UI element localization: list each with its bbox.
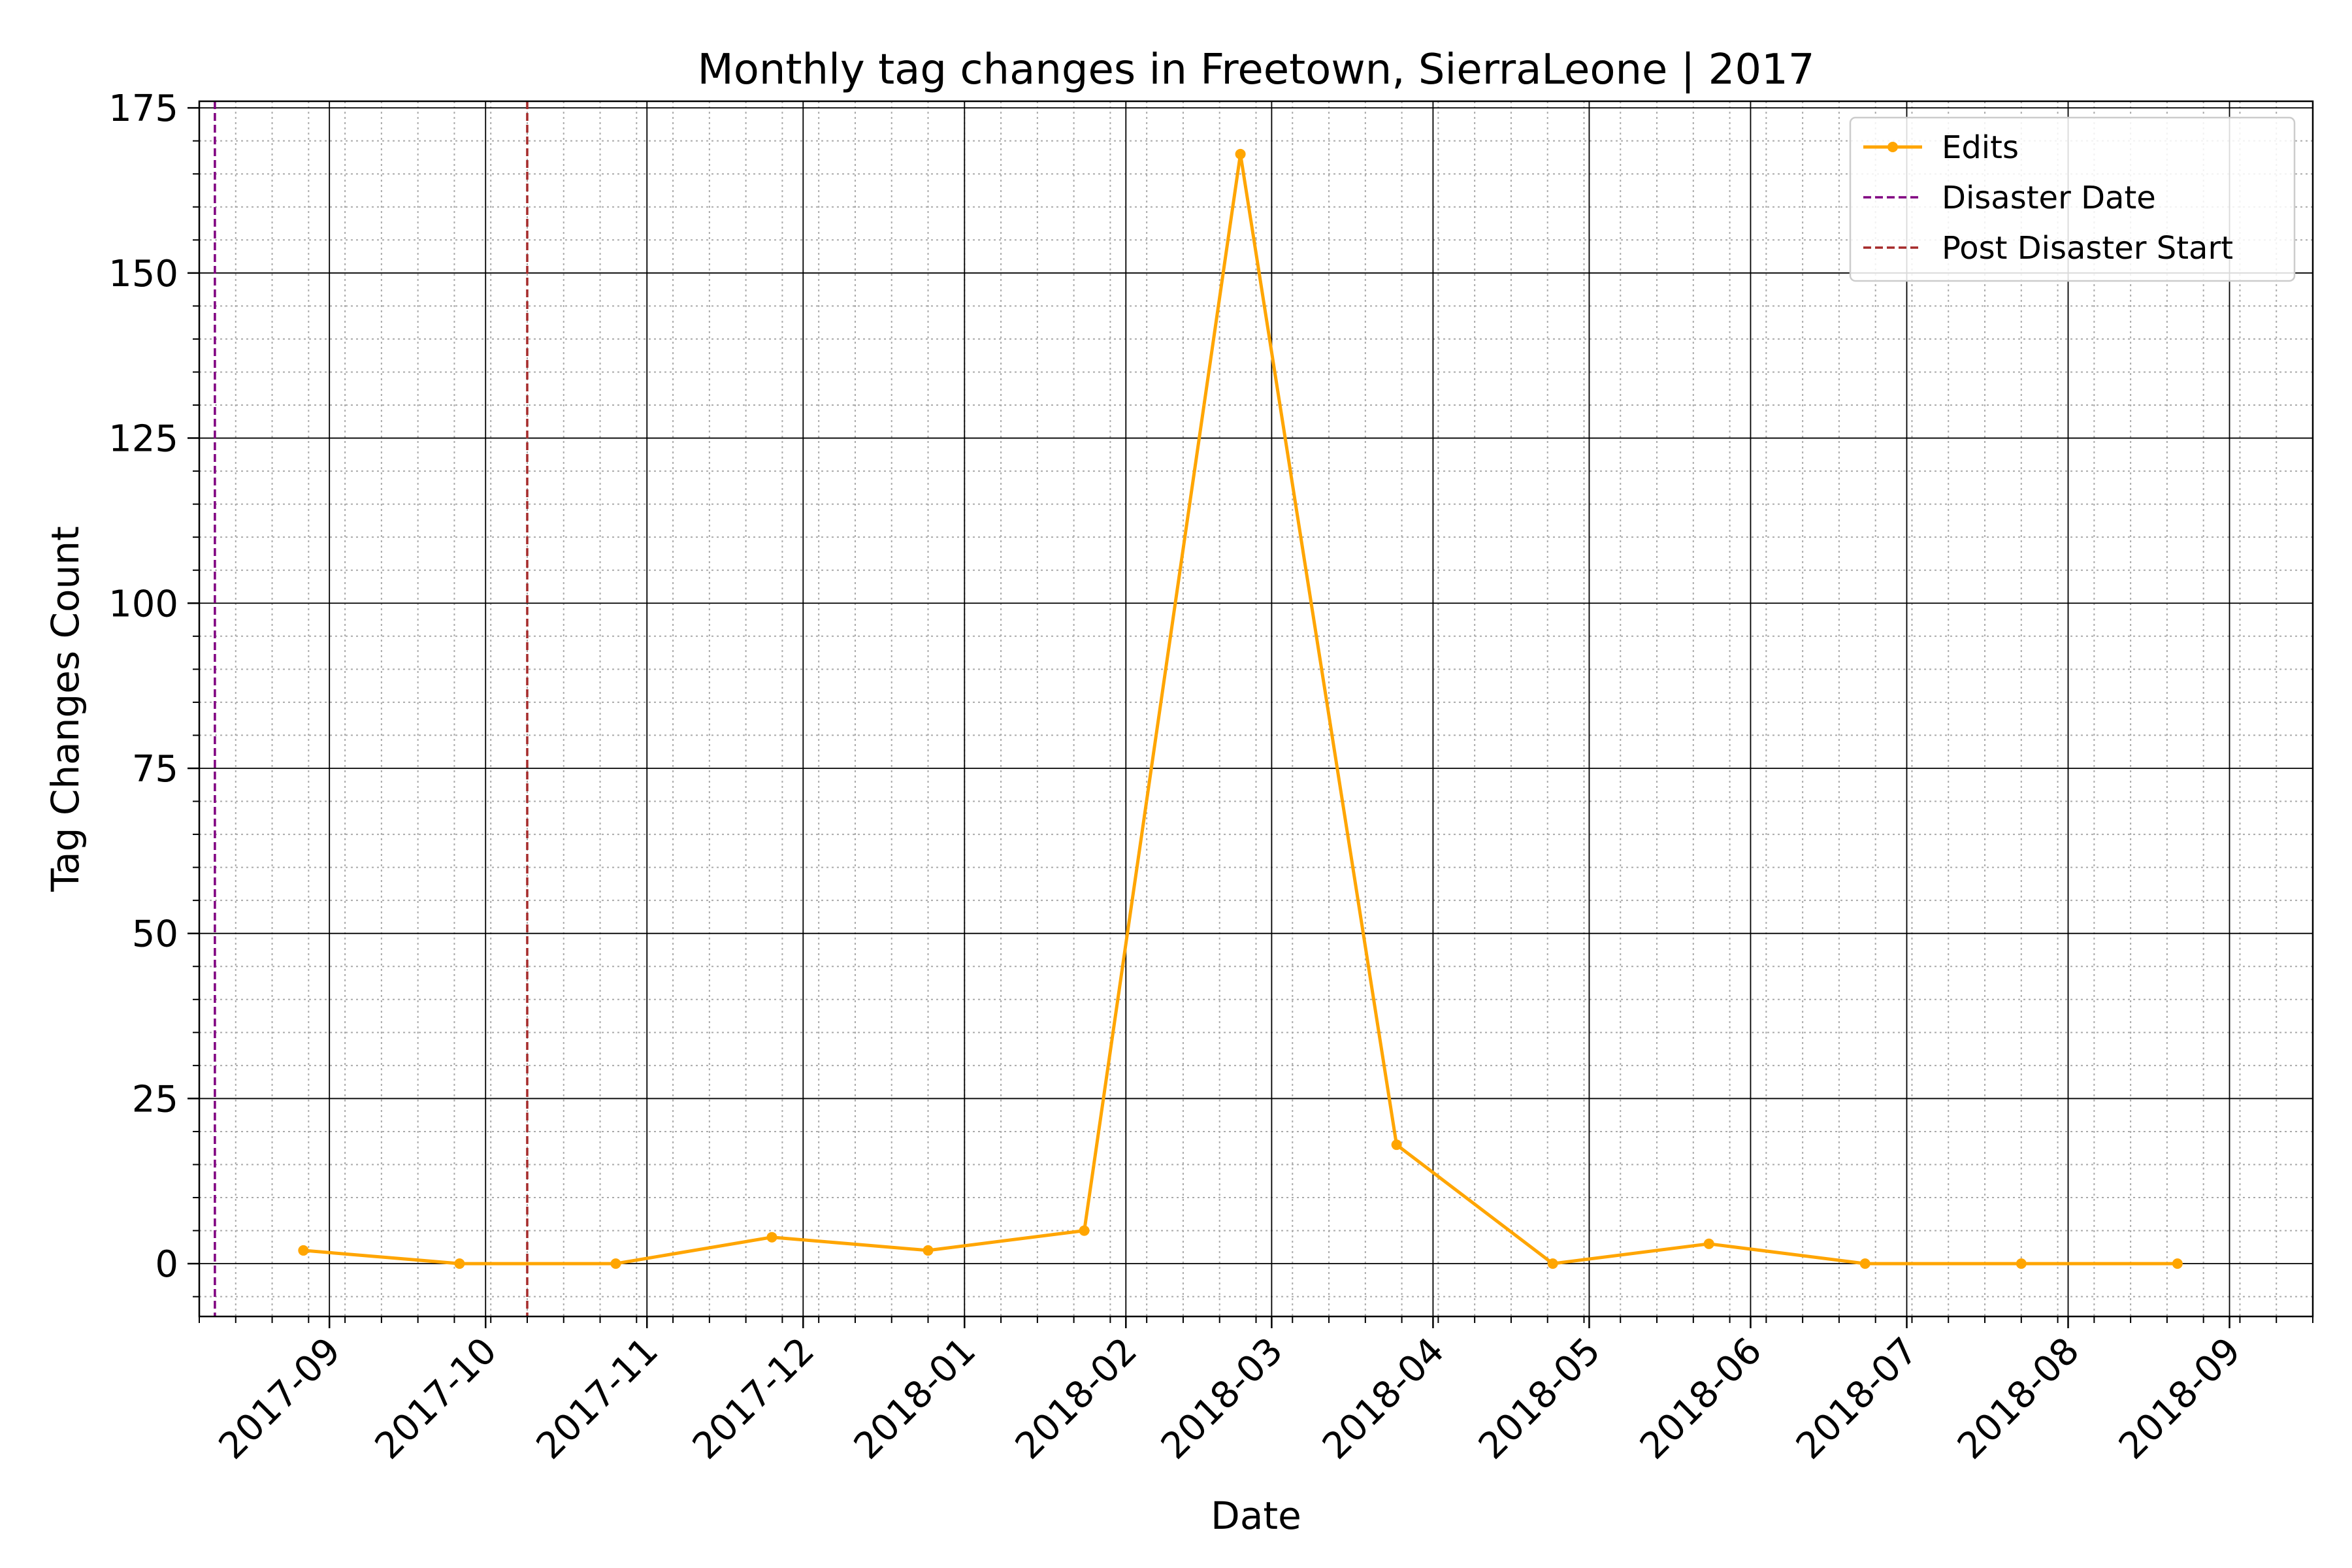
y-tick-label: 50 <box>132 913 178 956</box>
x-tick-label: 2018-07 <box>1788 1330 1926 1467</box>
x-tick-label: 2018-09 <box>2111 1330 2249 1467</box>
x-tick-label: 2018-03 <box>1153 1330 1291 1467</box>
y-tick-label: 175 <box>108 88 178 130</box>
y-tick-label: 150 <box>108 253 178 295</box>
chart-title: Monthly tag changes in Freetown, SierraL… <box>697 46 1814 94</box>
y-tick-label: 25 <box>132 1078 178 1120</box>
x-tick-label: 2018-02 <box>1007 1330 1145 1467</box>
data-point <box>454 1258 465 1269</box>
data-point <box>1079 1225 1090 1236</box>
data-point <box>298 1245 309 1256</box>
y-tick-label: 125 <box>108 418 178 461</box>
y-axis: 0 25 50 75 100 125 150 175 <box>108 88 199 1298</box>
series-line-edits <box>303 152 2178 1266</box>
legend-marker <box>1887 142 1898 152</box>
data-point <box>766 1232 777 1243</box>
x-tick-label: 2018-01 <box>846 1330 984 1467</box>
x-tick-label: 2017-11 <box>529 1330 666 1467</box>
data-point <box>610 1258 621 1269</box>
data-point <box>2016 1258 2027 1269</box>
x-tick-label: 2017-10 <box>367 1330 505 1467</box>
y-tick-label: 0 <box>155 1243 178 1286</box>
x-tick-label: 2017-12 <box>685 1330 823 1467</box>
data-point <box>1235 148 1246 159</box>
data-point <box>1703 1238 1714 1249</box>
x-axis: 2017-09 2017-10 2017-11 2017-12 2018-01 2018-… <box>199 1316 2313 1467</box>
x-tick-label: 2017-09 <box>211 1330 349 1467</box>
data-point <box>1391 1139 1402 1151</box>
x-tick-label: 2018-05 <box>1471 1330 1609 1467</box>
legend-label: Edits <box>1942 129 2019 166</box>
x-tick-label: 2018-04 <box>1315 1330 1452 1467</box>
data-point <box>923 1245 934 1256</box>
x-axis-label: Date <box>1211 1494 1301 1538</box>
x-tick-label: 2018-06 <box>1632 1330 1770 1467</box>
y-axis-label: Tag Changes Count <box>43 526 88 892</box>
legend-box <box>1849 116 2296 282</box>
minor-grid <box>199 101 2313 1316</box>
y-tick-label: 100 <box>108 583 178 625</box>
reference-lines <box>214 101 529 1316</box>
x-tick-label: 2018-08 <box>1950 1330 2087 1467</box>
legend-label: Disaster Date <box>1942 180 2156 216</box>
y-tick-label: 75 <box>132 748 178 791</box>
legend-label: Post Disaster Start <box>1942 230 2233 267</box>
series-layer <box>298 148 2183 1269</box>
data-point <box>1547 1258 1558 1269</box>
legend: Edits Disaster Date Post Disaster Start <box>1849 116 2296 282</box>
data-point <box>2172 1258 2183 1269</box>
data-point <box>1859 1258 1870 1269</box>
